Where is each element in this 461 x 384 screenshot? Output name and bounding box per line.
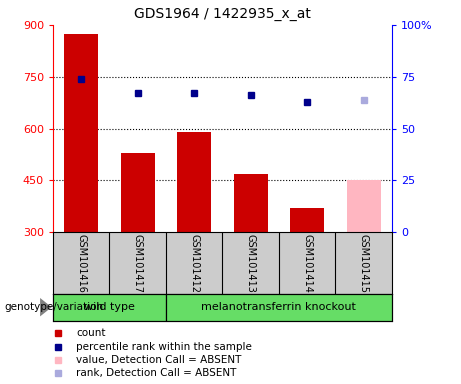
Text: GSM101412: GSM101412 xyxy=(189,233,199,293)
Text: wild type: wild type xyxy=(84,302,135,312)
Text: GSM101415: GSM101415 xyxy=(359,233,369,293)
Bar xyxy=(166,294,392,321)
Bar xyxy=(290,208,324,232)
Text: GSM101413: GSM101413 xyxy=(246,233,256,293)
Title: GDS1964 / 1422935_x_at: GDS1964 / 1422935_x_at xyxy=(134,7,311,21)
Bar xyxy=(177,132,211,232)
Bar xyxy=(121,153,154,232)
Text: GSM101414: GSM101414 xyxy=(302,233,312,293)
Polygon shape xyxy=(40,298,52,316)
Text: melanotransferrin knockout: melanotransferrin knockout xyxy=(201,302,356,312)
Text: percentile rank within the sample: percentile rank within the sample xyxy=(76,341,252,351)
Text: count: count xyxy=(76,328,106,338)
Bar xyxy=(347,180,380,232)
Bar xyxy=(234,174,267,232)
Text: GSM101417: GSM101417 xyxy=(133,233,143,293)
Text: value, Detection Call = ABSENT: value, Detection Call = ABSENT xyxy=(76,354,242,364)
Text: rank, Detection Call = ABSENT: rank, Detection Call = ABSENT xyxy=(76,368,236,378)
Text: GSM101416: GSM101416 xyxy=(76,233,86,293)
Text: genotype/variation: genotype/variation xyxy=(5,302,104,312)
Bar xyxy=(64,34,98,232)
Bar xyxy=(53,294,166,321)
